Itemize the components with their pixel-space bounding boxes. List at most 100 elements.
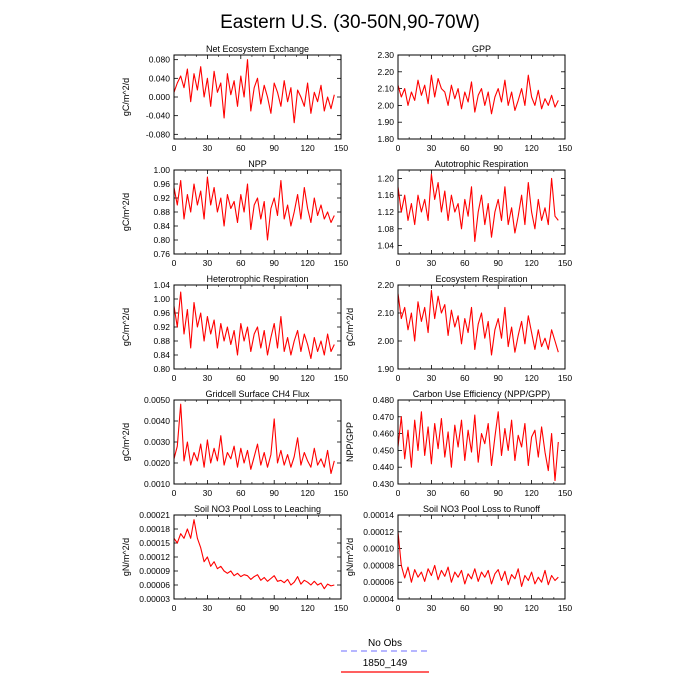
x-tick-label: 0 bbox=[172, 258, 177, 268]
x-tick-label: 90 bbox=[493, 488, 503, 498]
y-tick-label: 2.00 bbox=[377, 100, 394, 110]
x-tick-label: 90 bbox=[269, 143, 279, 153]
x-tick-label: 0 bbox=[396, 603, 401, 613]
chart-title: Ecosystem Respiration bbox=[435, 274, 527, 284]
x-tick-label: 60 bbox=[460, 488, 470, 498]
x-tick-label: 0 bbox=[396, 258, 401, 268]
x-tick-label: 90 bbox=[269, 488, 279, 498]
y-tick-label: 0.84 bbox=[153, 221, 170, 231]
y-axis-label: gC/m^2/d bbox=[345, 308, 355, 346]
x-tick-label: 60 bbox=[236, 603, 246, 613]
plot-frame bbox=[397, 169, 566, 255]
y-tick-label: 1.04 bbox=[377, 241, 394, 251]
x-tick-label: 120 bbox=[301, 373, 315, 383]
x-tick-label: 150 bbox=[334, 258, 348, 268]
chart-title: Net Ecosystem Exchange bbox=[206, 44, 309, 54]
y-tick-label: 1.00 bbox=[153, 294, 170, 304]
y-axis-label: gN/m^2/d bbox=[121, 538, 131, 576]
plot-frame bbox=[397, 514, 566, 600]
x-tick-label: 0 bbox=[172, 603, 177, 613]
plot-frame bbox=[397, 54, 566, 140]
chart-panel: Soil NO3 Pool Loss to Leaching gN/m^2/d 0 3… bbox=[121, 504, 348, 613]
x-tick-label: 120 bbox=[525, 603, 539, 613]
x-tick-label: 60 bbox=[460, 143, 470, 153]
y-tick-label: -0.080 bbox=[146, 129, 170, 139]
y-tick-label: 0.92 bbox=[153, 322, 170, 332]
x-tick-label: 0 bbox=[396, 143, 401, 153]
x-tick-label: 90 bbox=[493, 373, 503, 383]
x-tick-label: 60 bbox=[460, 603, 470, 613]
y-axis-label: NPP/GPP bbox=[345, 422, 355, 462]
y-tick-label: 0.00004 bbox=[363, 594, 394, 604]
y-tick-label: 0.480 bbox=[373, 395, 395, 405]
chart-panel: NPP gC/m^2/d 0 30 60 90 120 150 0.76 0.80 0.84 0.88… bbox=[121, 159, 348, 268]
x-tick-label: 90 bbox=[493, 258, 503, 268]
plot-frame bbox=[173, 399, 342, 485]
chart-panel: Net Ecosystem Exchange gC/m^2/d 0 30 60 90 120… bbox=[121, 44, 348, 153]
chart-title: Soil NO3 Pool Loss to Runoff bbox=[423, 504, 540, 514]
x-tick-label: 120 bbox=[525, 488, 539, 498]
plot-frame bbox=[173, 169, 342, 255]
y-tick-label: 0.00021 bbox=[139, 510, 170, 520]
x-tick-label: 30 bbox=[203, 373, 213, 383]
x-tick-label: 60 bbox=[460, 373, 470, 383]
y-tick-label: 0.80 bbox=[153, 364, 170, 374]
chart-panel: Soil NO3 Pool Loss to Runoff gN/m^2/d 0 30 6… bbox=[345, 504, 572, 613]
x-tick-label: 120 bbox=[525, 258, 539, 268]
chart-panel: GPP 0 30 60 90 120 150 1.80 1.90 2.00 2.10 2.20 2.30 bbox=[377, 44, 572, 153]
x-tick-label: 120 bbox=[525, 143, 539, 153]
y-tick-label: 0.00009 bbox=[139, 566, 170, 576]
series-line bbox=[398, 531, 559, 587]
y-tick-label: 0.440 bbox=[373, 462, 395, 472]
x-tick-label: 30 bbox=[427, 258, 437, 268]
y-tick-label: 0.00006 bbox=[139, 580, 170, 590]
plot-frame bbox=[397, 399, 566, 485]
chart-panel: Gridcell Surface CH4 Flux gC/m^2/d 0 30 60 90… bbox=[121, 389, 348, 498]
x-tick-label: 120 bbox=[525, 373, 539, 383]
y-tick-label: 0.80 bbox=[153, 235, 170, 245]
y-tick-label: 0.470 bbox=[373, 412, 395, 422]
x-tick-label: 150 bbox=[558, 373, 572, 383]
x-tick-label: 150 bbox=[558, 603, 572, 613]
panels-group: Net Ecosystem Exchange gC/m^2/d 0 30 60 90 120… bbox=[121, 44, 572, 613]
y-tick-label: 0.430 bbox=[373, 479, 395, 489]
y-tick-label: 1.12 bbox=[377, 207, 394, 217]
y-tick-label: 0.00014 bbox=[363, 510, 394, 520]
x-tick-label: 90 bbox=[269, 373, 279, 383]
chart-title: NPP bbox=[248, 159, 267, 169]
series-line bbox=[398, 74, 559, 115]
chart-title: GPP bbox=[472, 44, 491, 54]
plot-frame bbox=[173, 284, 342, 370]
plot-frame bbox=[173, 54, 342, 140]
plot-frame bbox=[397, 284, 566, 370]
x-tick-label: 30 bbox=[203, 258, 213, 268]
x-tick-label: 150 bbox=[334, 603, 348, 613]
series-line bbox=[398, 173, 559, 242]
x-tick-label: 60 bbox=[460, 258, 470, 268]
x-tick-label: 30 bbox=[427, 373, 437, 383]
y-tick-label: 0.00008 bbox=[363, 560, 394, 570]
chart-panel: Autotrophic Respiration 0 30 60 90 120 150 1.04… bbox=[377, 159, 572, 268]
series-line bbox=[398, 411, 559, 482]
chart-panel: Heterotrophic Respiration gC/m^2/d 0 30 60 90… bbox=[121, 274, 348, 383]
x-tick-label: 0 bbox=[172, 373, 177, 383]
y-tick-label: 2.10 bbox=[377, 308, 394, 318]
x-tick-label: 120 bbox=[301, 488, 315, 498]
x-tick-label: 150 bbox=[558, 143, 572, 153]
chart-title: Heterotrophic Respiration bbox=[206, 274, 308, 284]
x-tick-label: 0 bbox=[172, 488, 177, 498]
y-tick-label: 0.450 bbox=[373, 445, 395, 455]
y-axis-label: gC/m^2/d bbox=[121, 308, 131, 346]
legend-entry-label: No Obs bbox=[368, 638, 402, 649]
y-tick-label: 1.20 bbox=[377, 173, 394, 183]
y-tick-label: 0.460 bbox=[373, 429, 395, 439]
y-tick-label: 0.080 bbox=[149, 55, 171, 65]
legend-entry-label: 1850_149 bbox=[363, 658, 408, 669]
x-tick-label: 30 bbox=[427, 488, 437, 498]
legend: No Obs 1850_149 bbox=[341, 638, 429, 673]
x-tick-label: 150 bbox=[558, 488, 572, 498]
series-line bbox=[174, 291, 335, 360]
x-tick-label: 90 bbox=[493, 143, 503, 153]
y-tick-label: 1.80 bbox=[377, 134, 394, 144]
x-tick-label: 30 bbox=[203, 603, 213, 613]
